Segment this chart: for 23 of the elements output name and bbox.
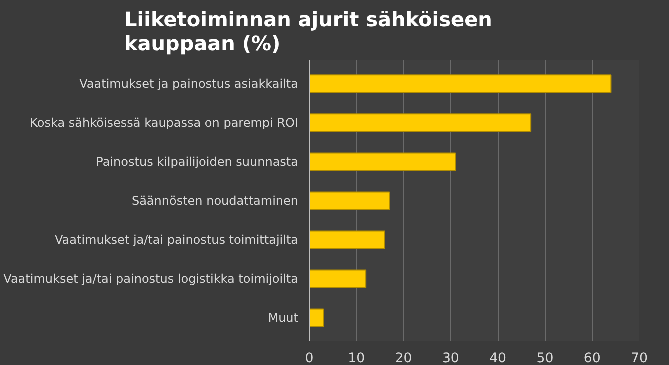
y-tick-label: Vaatimukset ja/tai painostus toimittajilta [55,233,298,248]
bar [310,74,612,94]
x-tick-label: 10 [348,352,366,365]
y-tick-label: Säännösten noudattaminen [132,194,299,208]
bar [310,114,532,132]
x-tick-label: 70 [631,352,648,365]
x-tick-label: 60 [584,352,601,365]
y-tick-label: Koska sähköisessä kaupassa on parempi ROI [30,116,298,130]
bar [310,152,456,172]
x-tick-label: 40 [490,352,507,365]
y-tick-label: Muut [268,311,299,326]
bar [310,270,367,288]
y-tick-label: Painostus kilpailijoiden suunnasta [96,154,299,169]
x-tick-label: 20 [395,352,412,365]
x-tick-label: 30 [442,352,460,365]
chart-title: Liiketoiminnan ajurit sähköiseen kauppaan (%) [124,8,492,56]
bar [310,308,324,328]
x-tick-label: 0 [305,352,314,365]
x-tick-label: 50 [536,352,554,365]
bar [310,230,386,250]
y-tick-label: Vaatimukset ja/tai painostus logistikka toimijoilta [4,272,299,286]
y-tick-label: Vaatimukset ja painostus asiakkailta [80,76,299,91]
bar [310,192,390,210]
